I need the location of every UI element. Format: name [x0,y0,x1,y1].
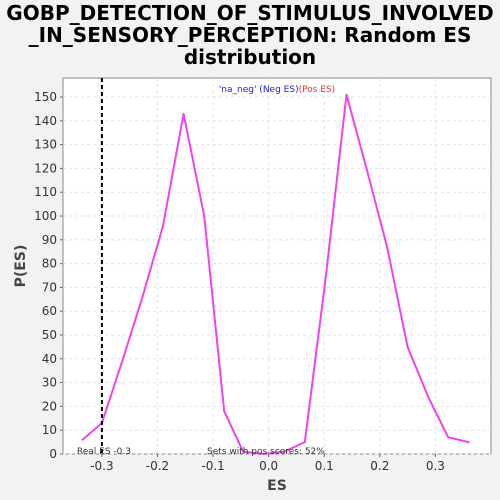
real-es-label: Real ES -0.3 [77,447,131,457]
y-tick-label: 20 [42,399,57,413]
data-point [365,167,368,170]
y-tick-label: 130 [34,138,57,152]
y-axis-ticks: 0 10 20 30 40 50 60 70 80 90 100 110 120 130 140 150 [34,90,63,461]
grid [63,78,491,455]
y-axis-label: P(ES) [13,245,29,288]
data-point [303,441,306,444]
data-point [386,245,389,248]
data-point [122,357,125,360]
y-tick-label: 40 [42,352,57,366]
pos-scores-annotation: Sets with pos scores: 52% [207,447,325,457]
x-axis-label: ES [267,478,287,494]
y-tick-label: 10 [42,423,57,437]
chart-title-line-1: GOBP_DETECTION_OF_STIMULUS_INVOLVED [6,1,494,25]
y-tick-label: 0 [49,447,57,461]
legend: 'na_neg' (Neg ES)(Pos ES) [219,85,335,95]
y-tick-label: 140 [34,114,57,128]
y-tick-label: 90 [42,233,57,247]
x-tick-label: 0.1 [315,459,334,473]
chart-title: GOBP_DETECTION_OF_STIMULUS_INVOLVED _IN_… [0,2,500,68]
data-point [406,345,409,348]
x-tick-label: -0.1 [201,459,224,473]
y-tick-label: 50 [42,328,57,342]
x-tick-label: -0.3 [90,459,113,473]
y-tick-label: 80 [42,257,57,271]
y-tick-label: 150 [34,90,57,104]
x-tick-label: -0.2 [146,459,169,473]
data-point [427,395,430,398]
data-point [182,112,185,115]
data-point [324,279,327,282]
legend-neg-label: 'na_neg' (Neg ES) [219,85,299,95]
x-tick-label: 0.3 [426,459,445,473]
es-distribution-line [81,94,470,456]
data-point [141,295,144,298]
x-axis-ticks: -0.3 -0.2 -0.1 0.0 0.1 0.2 0.3 [90,454,445,473]
y-tick-label: 110 [34,185,57,199]
data-point [242,450,245,453]
y-tick-label: 100 [34,209,57,223]
data-point [223,410,226,413]
data-point [262,453,265,455]
chart-title-line-2: _IN_SENSORY_PERCEPTION: Random ES [28,23,472,47]
data-point [345,93,348,96]
data-point [283,450,286,453]
data-point [81,438,84,441]
data-point [467,441,470,444]
y-tick-label: 30 [42,376,57,390]
data-point [203,215,206,218]
y-tick-label: 70 [42,280,57,294]
chart-title-line-3: distribution [183,45,317,69]
legend-pos-label: (Pos ES) [299,85,336,95]
series-layer [81,93,470,456]
x-tick-label: 0.0 [259,459,278,473]
data-point [447,436,450,439]
plot-area [62,77,492,455]
x-tick-label: 0.2 [370,459,389,473]
data-point [162,224,165,227]
y-tick-label: 60 [42,304,57,318]
y-tick-label: 120 [34,161,57,175]
